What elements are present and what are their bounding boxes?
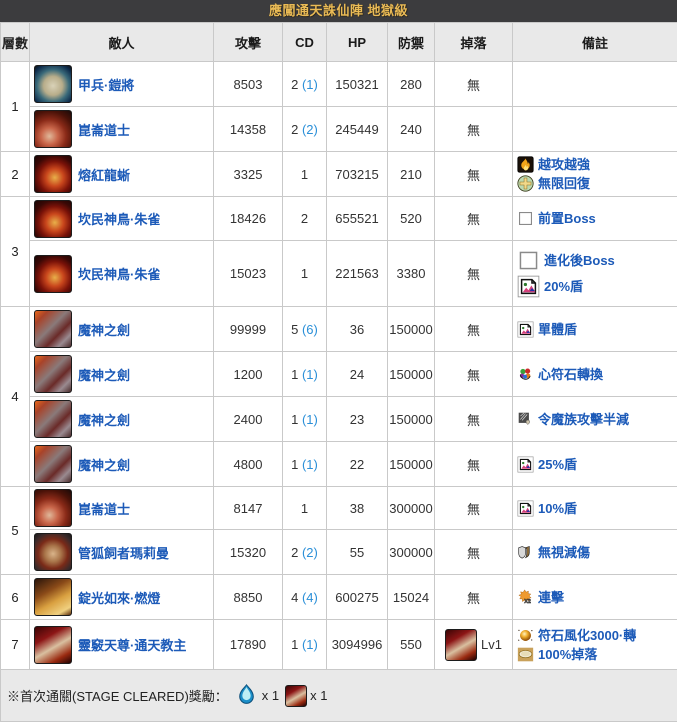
svg-text:X2: X2	[524, 599, 531, 605]
